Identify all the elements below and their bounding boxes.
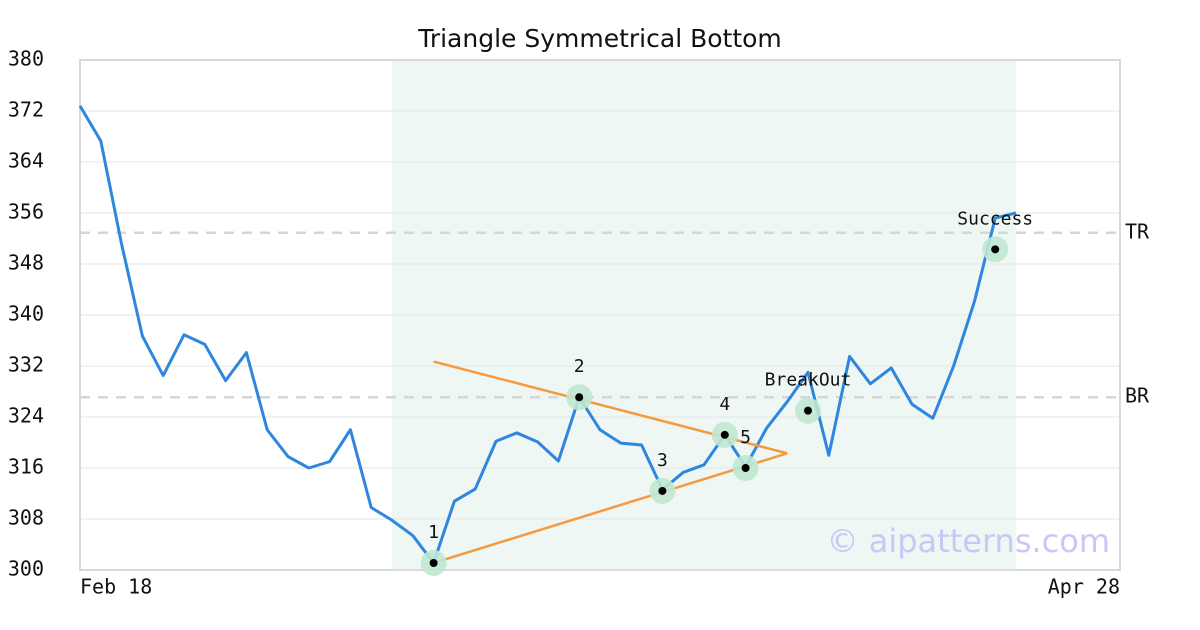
y-tick-label: 324: [8, 404, 44, 428]
marker-dot: [741, 464, 750, 472]
level-label: BR: [1125, 384, 1150, 408]
y-tick-label: 340: [8, 302, 44, 326]
marker-label: 1: [428, 522, 439, 543]
chart-title: Triangle Symmetrical Bottom: [417, 24, 782, 53]
marker-label: 3: [657, 450, 668, 471]
marker-dot: [429, 558, 438, 567]
marker-label: 2: [574, 356, 585, 377]
marker-dot: [804, 406, 812, 415]
marker-label: 4: [719, 394, 730, 415]
level-label: TR: [1125, 219, 1150, 243]
x-tick-label: Apr 28: [1048, 575, 1120, 599]
marker-dot: [575, 393, 584, 402]
y-tick-label: 372: [8, 98, 44, 122]
y-tick-label: 356: [8, 200, 44, 224]
plot-frame: [79, 59, 1121, 571]
pattern-line: [433, 452, 788, 565]
y-tick-label: 332: [8, 353, 44, 377]
y-tick-label: 300: [8, 557, 44, 581]
y-tick-label: 380: [8, 47, 44, 71]
y-tick-label: 316: [8, 455, 44, 479]
marker-dot: [658, 486, 667, 495]
marker-label: BreakOut: [765, 370, 852, 391]
watermark: © aipatterns.com: [827, 522, 1110, 560]
y-tick-label: 348: [8, 251, 44, 275]
marker-label: Success: [957, 208, 1033, 229]
y-tick-label: 364: [8, 149, 44, 173]
marker-label: 5: [740, 427, 751, 448]
marker-dot: [991, 245, 1000, 254]
y-tick-label: 308: [8, 506, 44, 530]
x-tick-label: Feb 18: [80, 575, 152, 599]
marker-dot: [720, 430, 729, 439]
price-line: [78, 105, 1017, 565]
